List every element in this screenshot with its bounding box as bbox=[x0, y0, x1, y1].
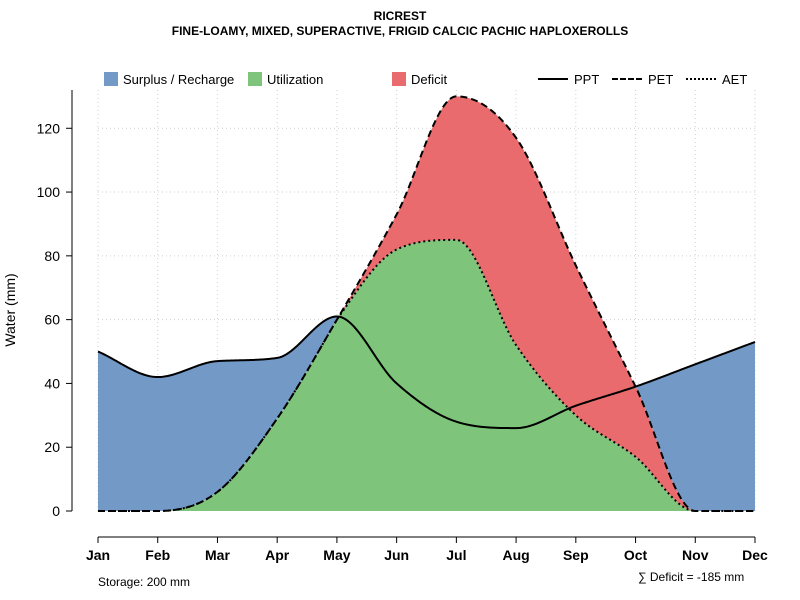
y-tick-label-100: 100 bbox=[37, 184, 61, 200]
x-tick-label-mar: Mar bbox=[205, 547, 230, 563]
y-tick-label-40: 40 bbox=[44, 375, 60, 391]
legend-surplus: Surplus / Recharge bbox=[104, 71, 234, 87]
y-tick-label-120: 120 bbox=[37, 120, 61, 136]
legend-deficit-swatch bbox=[392, 72, 406, 86]
y-tick-label-60: 60 bbox=[44, 312, 60, 328]
chart-title: RICREST bbox=[373, 9, 427, 23]
legend-deficit: Deficit bbox=[392, 71, 447, 87]
legend-ppt-label: PPT bbox=[574, 71, 600, 87]
legend-surplus-label: Surplus / Recharge bbox=[123, 71, 235, 87]
legend-pet: PET bbox=[612, 71, 673, 87]
x-tick-label-may: May bbox=[323, 547, 350, 563]
x-tick-label-feb: Feb bbox=[145, 547, 170, 563]
legend-utilization-swatch bbox=[248, 72, 262, 86]
legend-utilization-label: Utilization bbox=[267, 71, 324, 87]
pet-line bbox=[98, 95, 755, 512]
storage-label: Storage: 200 mm bbox=[98, 575, 191, 589]
ppt-line bbox=[97, 315, 756, 430]
legend-aet-line bbox=[686, 78, 716, 80]
legend-pet-label: PET bbox=[648, 71, 674, 87]
legend-utilization: Utilization bbox=[248, 71, 323, 87]
utilization-area bbox=[98, 239, 755, 511]
y-tick-label-80: 80 bbox=[44, 248, 60, 264]
surplus-area bbox=[98, 96, 755, 511]
x-tick-label-aug: Aug bbox=[502, 547, 529, 563]
x-tick-label-sep: Sep bbox=[563, 547, 589, 563]
legend-ppt-line bbox=[538, 78, 568, 80]
x-tick-label-apr: Apr bbox=[265, 547, 290, 563]
legend-surplus-swatch bbox=[104, 72, 118, 86]
legend-deficit-label: Deficit bbox=[411, 71, 448, 87]
legend-ppt: PPT bbox=[538, 71, 599, 87]
legend-aet-label: AET bbox=[722, 71, 748, 87]
x-tick-label-jul: Jul bbox=[446, 547, 466, 563]
x-tick-label-jun: Jun bbox=[384, 547, 409, 563]
y-axis-label: Water (mm) bbox=[2, 273, 18, 346]
deficit-area bbox=[98, 96, 755, 511]
y-tick-label-20: 20 bbox=[44, 439, 60, 455]
x-tick-label-jan: Jan bbox=[86, 547, 110, 563]
x-tick-label-oct: Oct bbox=[624, 547, 648, 563]
x-tick-label-dec: Dec bbox=[742, 547, 768, 563]
y-tick-label-0: 0 bbox=[52, 503, 60, 519]
x-tick-label-nov: Nov bbox=[682, 547, 709, 563]
chart-subtitle: FINE-LOAMY, MIXED, SUPERACTIVE, FRIGID C… bbox=[171, 24, 629, 38]
deficit-total-label: ∑ Deficit = -185 mm bbox=[638, 570, 745, 584]
legend-pet-line bbox=[612, 78, 642, 80]
legend-aet: AET bbox=[686, 71, 747, 87]
